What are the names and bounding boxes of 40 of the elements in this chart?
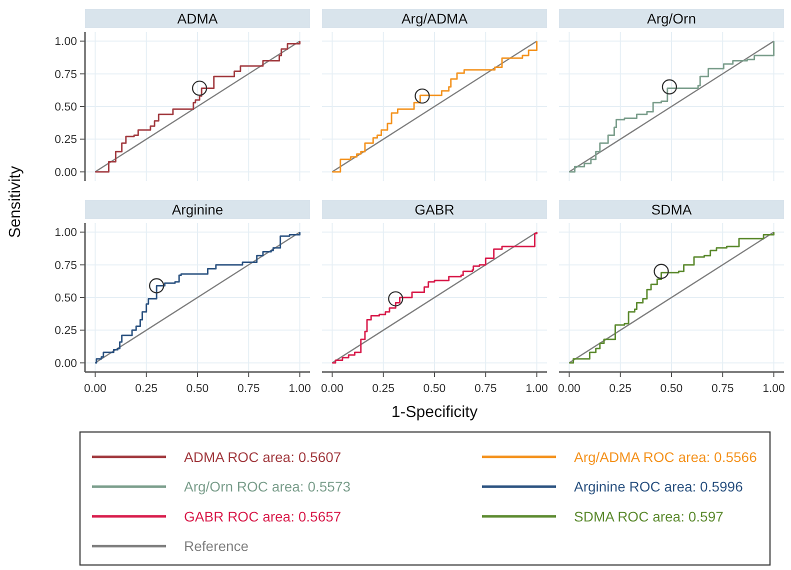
y-tick-label: 0.75 (54, 68, 77, 81)
y-tick-label: 1.00 (54, 36, 77, 48)
y-tick-label: 0.25 (54, 134, 77, 146)
chart-title: GABR (414, 202, 454, 218)
x-tick-label: 0.50 (423, 383, 446, 395)
x-tick-label: 1.00 (762, 383, 785, 395)
x-axis-title: 1-Specificity (391, 404, 478, 421)
x-tick-label: 1.00 (526, 383, 548, 395)
x-tick-label: 0.50 (660, 383, 683, 395)
text: Arginine ROC area: 0.5996 (574, 478, 744, 495)
y-tick-label: 0.00 (54, 166, 77, 179)
y-tick-label: 0.50 (54, 102, 77, 114)
x-tick-label: 1.00 (288, 383, 311, 395)
text: ADMA ROC area: 0.5607 (184, 448, 342, 465)
y-tick-label: 0.00 (54, 358, 77, 370)
x-tick-label: 0.75 (237, 383, 260, 395)
text: Reference (184, 538, 249, 554)
x-tick-label: 0.00 (558, 383, 580, 395)
x-tick-label: 0.25 (135, 383, 158, 395)
x-tick-label: 0.25 (372, 383, 395, 395)
y-tick-label: 0.50 (54, 292, 77, 304)
text: SDMA ROC area: 0.597 (574, 508, 724, 524)
x-tick-label: 0.00 (321, 383, 344, 395)
x-tick-label: 0.25 (609, 383, 632, 395)
text: Arg/ADMA ROC area: 0.5566 (574, 448, 758, 465)
y-tick-label: 0.25 (54, 325, 77, 338)
chart-title: SDMA (651, 202, 692, 218)
x-tick-label: 0.00 (84, 383, 106, 395)
x-tick-label: 0.75 (711, 383, 734, 395)
chart-title: Arginine (172, 202, 224, 218)
text: GABR ROC area: 0.5657 (184, 508, 342, 524)
x-tick-label: 0.75 (474, 383, 497, 395)
text: Arg/Orn ROC area: 0.5573 (184, 478, 351, 495)
y-axis-title: Sensitivity (7, 166, 24, 238)
chart-title: Arg/Orn (646, 10, 696, 26)
chart-title: Arg/ADMA (401, 10, 468, 26)
chart-title: ADMA (177, 10, 218, 26)
y-tick-label: 1.00 (54, 227, 77, 240)
x-tick-label: 0.50 (186, 383, 209, 395)
y-tick-label: 0.75 (54, 260, 77, 272)
